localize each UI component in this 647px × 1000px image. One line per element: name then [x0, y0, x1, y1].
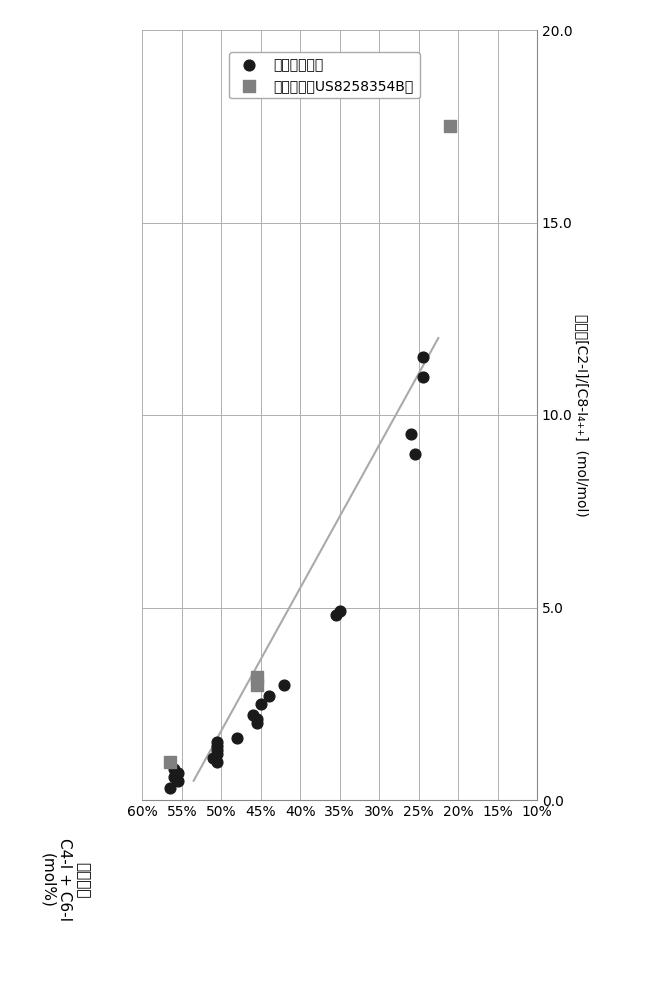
当前研究数据 — [208, 750, 219, 766]
当前研究数据 — [165, 780, 175, 796]
Text: 选择性：
C4-I + C6-I
(mol%): 选择性： C4-I + C6-I (mol%) — [40, 838, 89, 922]
当前研究数据 — [410, 446, 420, 462]
当前研究数据 — [173, 765, 183, 781]
当前研究数据 — [173, 773, 183, 789]
当前研究数据 — [334, 603, 345, 619]
当前研究数据 — [212, 738, 223, 754]
当前研究数据 — [417, 368, 428, 384]
当前研究数据 — [169, 769, 179, 785]
当前研究数据 — [280, 677, 290, 693]
当前研究数据 — [417, 349, 428, 365]
当前研究数据 — [232, 730, 242, 746]
现有技术（US8258354B） — [445, 118, 455, 134]
现有技术（US8258354B） — [252, 669, 262, 685]
当前研究数据 — [252, 711, 262, 727]
现有技术（US8258354B） — [165, 754, 175, 770]
当前研究数据 — [169, 761, 179, 777]
Legend: 当前研究数据, 现有技术（US8258354B）: 当前研究数据, 现有技术（US8258354B） — [229, 52, 419, 98]
Y-axis label: 进料比[C2-I]/[C8-I₄₊₊]  (mol/mol): 进料比[C2-I]/[C8-I₄₊₊] (mol/mol) — [575, 314, 589, 516]
当前研究数据 — [252, 715, 262, 731]
当前研究数据 — [212, 742, 223, 758]
当前研究数据 — [406, 426, 416, 442]
当前研究数据 — [248, 707, 258, 723]
当前研究数据 — [256, 696, 266, 712]
当前研究数据 — [212, 754, 223, 770]
当前研究数据 — [212, 734, 223, 750]
现有技术（US8258354B） — [252, 677, 262, 693]
当前研究数据 — [331, 607, 341, 623]
当前研究数据 — [263, 688, 274, 704]
当前研究数据 — [212, 746, 223, 762]
